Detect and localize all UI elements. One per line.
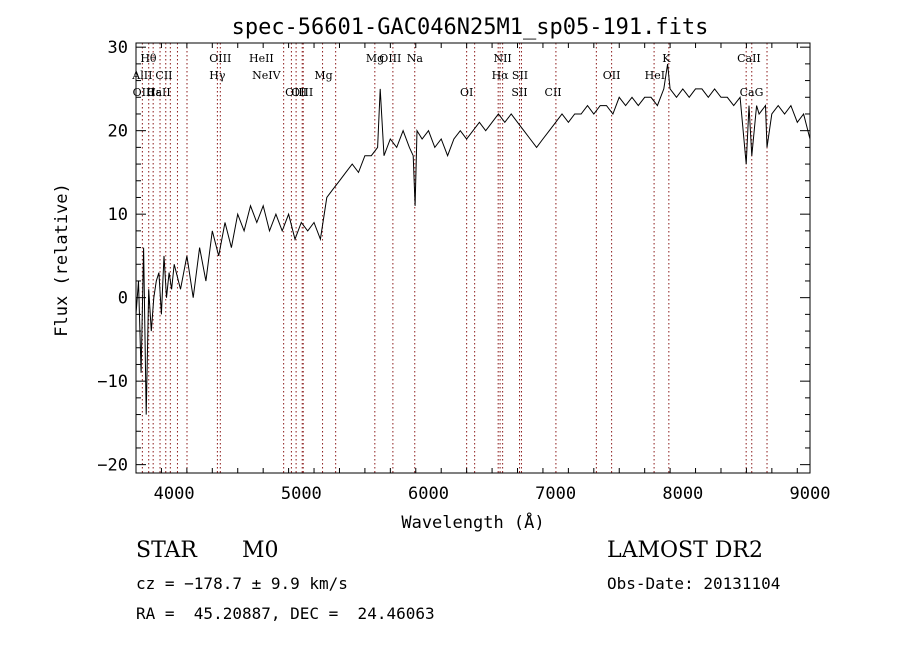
emission-line-markers — [141, 43, 768, 473]
x-tick-label: 8000 — [662, 484, 703, 504]
line-marker-label: OIII — [209, 52, 231, 65]
y-tick-label: −10 — [97, 372, 128, 392]
line-marker-label: Na — [407, 52, 424, 65]
y-axis-label: Flux (relative) — [52, 183, 72, 337]
line-marker-label: HeII — [249, 52, 274, 65]
object-class: STAR — [136, 538, 197, 563]
observation-date: Obs-Date: 20131104 — [607, 574, 781, 593]
line-marker-label: CaII — [147, 86, 171, 99]
spectrum-series-line — [135, 63, 811, 415]
x-tick-label: 4000 — [154, 484, 195, 504]
line-marker-label: AlII — [131, 69, 152, 82]
y-tick-label: 20 — [108, 122, 128, 142]
line-marker-label: OIII — [291, 86, 313, 99]
x-tick-label: 5000 — [281, 484, 322, 504]
y-tick-label: 0 — [118, 289, 128, 309]
line-marker-label: HeI — [645, 69, 665, 82]
y-tick-label: 10 — [108, 205, 128, 225]
line-marker-label: OIII — [285, 86, 307, 99]
x-tick-label: 9000 — [790, 484, 831, 504]
line-marker-label: Mg — [314, 69, 332, 82]
line-marker-label: OII — [603, 69, 621, 82]
line-marker-label: SII — [512, 69, 528, 82]
line-marker-label: SII — [511, 86, 527, 99]
axis-tick-labels: 4000 5000 6000 7000 8000 9000 −20 −10 0 10 20 30 — [97, 38, 830, 504]
line-marker-label: Hγ — [209, 69, 226, 82]
line-marker-label: OIII — [379, 52, 401, 65]
sky-coordinates: RA = 45.20887, DEC = 24.46063 — [136, 604, 435, 623]
x-axis-label: Wavelength (Å) — [401, 511, 544, 533]
line-marker-label: OI — [460, 86, 473, 99]
plot-frame — [135, 42, 811, 474]
line-marker-label: CaII — [737, 52, 761, 65]
survey-name: LAMOST DR2 — [607, 538, 763, 563]
object-subclass: M0 — [242, 538, 279, 563]
axis-ticks — [135, 43, 810, 473]
line-marker-label: OIII — [133, 86, 155, 99]
line-marker-label: CII — [545, 86, 562, 99]
line-marker-label: NeIV — [252, 69, 281, 82]
line-marker-label: K — [662, 52, 671, 65]
line-marker-label: CII — [155, 69, 172, 82]
line-marker-label: Hε — [146, 86, 162, 99]
redshift-velocity: cz = −178.7 ± 9.9 km/s — [136, 574, 348, 593]
line-marker-label: Hθ — [140, 52, 157, 65]
x-tick-label: 7000 — [535, 484, 576, 504]
line-marker-label: Mg — [366, 52, 384, 65]
line-marker-label: CaG — [740, 86, 764, 99]
line-marker-label: Hα — [492, 69, 510, 82]
y-tick-label: 30 — [108, 38, 128, 58]
y-tick-label: −20 — [97, 456, 128, 476]
chart-title: spec-56601-GAC046N25M1_sp05-191.fits — [232, 15, 709, 40]
x-tick-label: 6000 — [408, 484, 449, 504]
line-marker-label: NII — [493, 52, 511, 65]
